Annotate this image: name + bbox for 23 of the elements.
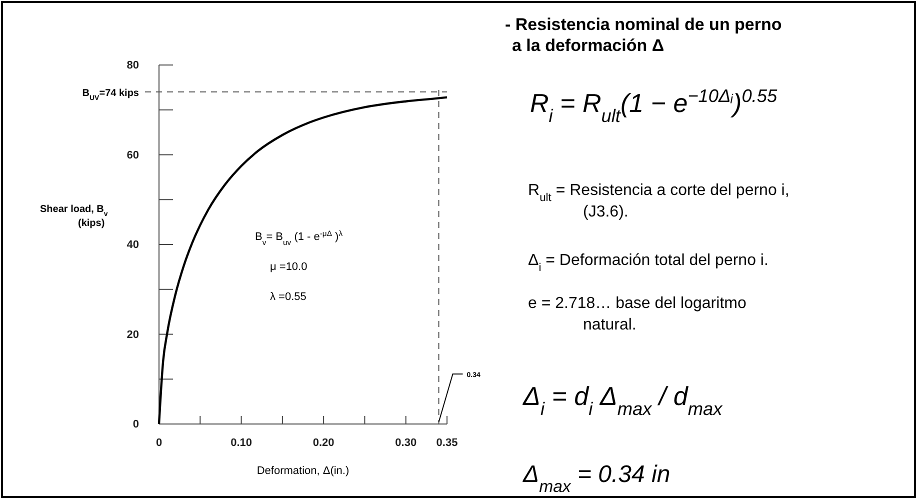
x-tick-label: 0.35 <box>436 436 458 449</box>
y-tick-label: 80 <box>126 60 139 72</box>
y-tick-label: 60 <box>126 149 139 162</box>
x-tick-label: 0.30 <box>395 436 417 449</box>
ref-line-label: B$_{UV}$=74 kips <box>82 88 140 102</box>
x-tick-label: 0.10 <box>230 436 252 449</box>
annotation: μ =10.0 <box>270 261 308 273</box>
annotation: B$_{v}$= B$_{uv}$ (1 - e$^{-μΔ}$ )$^{λ}$ <box>255 228 343 246</box>
text: R$_{i}$ = R$_{ult}$(1 − e$^{−10Δᵢ}$)$^{0.55}$ <box>530 86 778 126</box>
y-tick-label: 0 <box>132 418 139 431</box>
text: R$_{ult}$ = Resistencia a corte del perno i, (J3.6). <box>528 182 790 221</box>
y-axis-title: Shear load, B$_{v}$ (kips) <box>40 204 108 229</box>
x-axis-title: Deformation, Δ(in.) <box>256 465 350 477</box>
y-tick-label: 40 <box>126 239 139 252</box>
text: e = 2.718… base del logaritmo natural. <box>528 295 746 334</box>
x-tick-label: 0.20 <box>312 436 334 449</box>
text: Δ$_{i}$ = d$_{i}$ Δ$_{max}$ / d$_{max}$ <box>522 381 724 419</box>
y-tick-label: 20 <box>126 328 139 341</box>
text: - Resistencia nominal de un perno a la deformación Δ <box>505 15 782 55</box>
annotation: λ =0.55 <box>270 291 306 303</box>
text: Δ$_{max}$ = 0.34 in <box>522 461 670 496</box>
x-tick-label: 0 <box>156 436 162 449</box>
text: Δ$_{i}$ = Deformación total del perno i. <box>528 252 768 274</box>
